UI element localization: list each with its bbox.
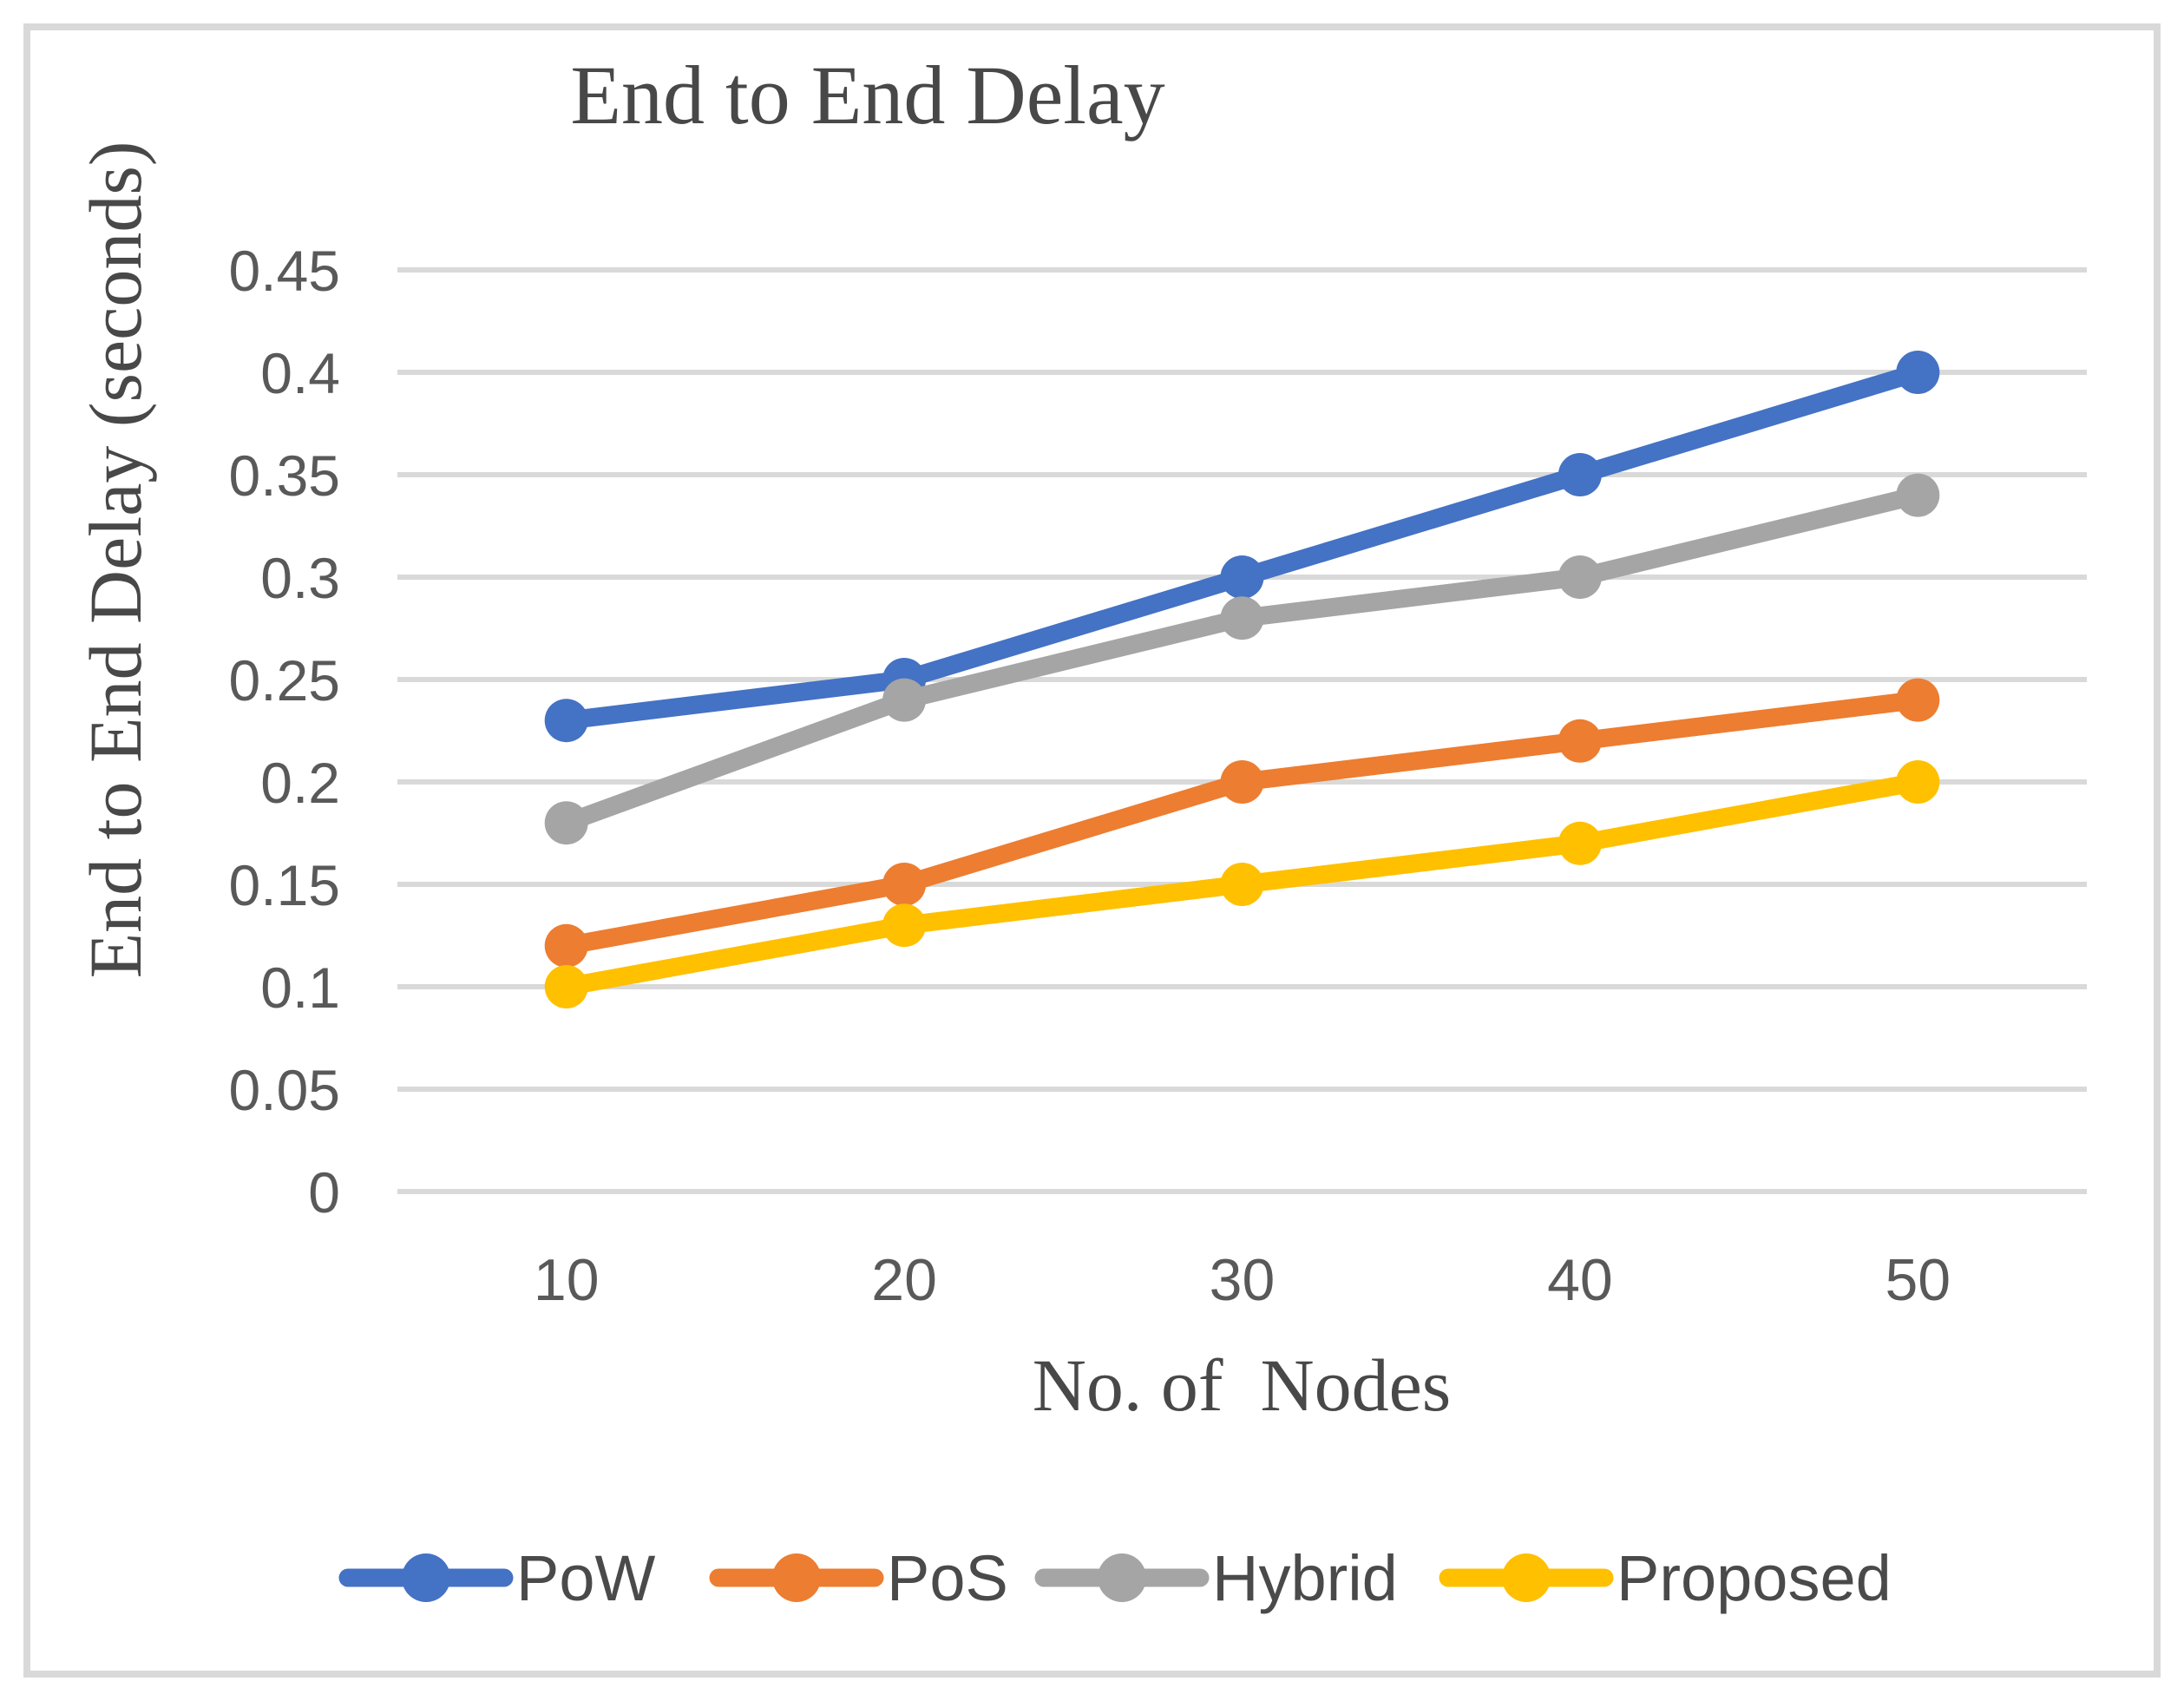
y-tick-label: 0.25 bbox=[229, 648, 340, 713]
legend-item-hybrid: Hybrid bbox=[1034, 1542, 1398, 1614]
legend-label: Hybrid bbox=[1212, 1542, 1398, 1614]
legend-swatch-marker bbox=[772, 1553, 821, 1602]
y-tick-label: 0.4 bbox=[260, 341, 340, 405]
data-point-pos-20 bbox=[882, 863, 927, 906]
data-point-proposed-40 bbox=[1558, 821, 1602, 865]
y-tick-label: 0.05 bbox=[229, 1058, 340, 1122]
data-point-proposed-50 bbox=[1896, 760, 1940, 804]
legend-swatch-marker bbox=[1098, 1553, 1146, 1602]
y-tick-label: 0 bbox=[308, 1160, 340, 1225]
legend-label: PoS bbox=[887, 1542, 1008, 1614]
y-tick-label: 0.3 bbox=[260, 546, 340, 610]
y-tick-label: 0.45 bbox=[229, 239, 340, 303]
data-point-pos-10 bbox=[544, 923, 588, 968]
x-tick-labels: 10 20 30 40 50 bbox=[534, 1247, 1951, 1313]
y-tick-label: 0.1 bbox=[260, 956, 340, 1020]
data-point-pow-40 bbox=[1558, 453, 1602, 496]
data-point-pow-30 bbox=[1220, 555, 1264, 599]
data-point-pos-30 bbox=[1220, 760, 1264, 804]
data-point-hybrid-40 bbox=[1558, 555, 1602, 599]
x-tick-label: 50 bbox=[1885, 1247, 1951, 1313]
x-tick-label: 10 bbox=[534, 1247, 600, 1313]
data-point-hybrid-10 bbox=[544, 801, 588, 845]
data-point-proposed-10 bbox=[544, 965, 588, 1008]
data-point-hybrid-20 bbox=[882, 678, 927, 722]
y-axis-title-group: End to End Delay (seconds) bbox=[74, 141, 157, 979]
legend-label: PoW bbox=[516, 1542, 656, 1614]
chart-frame-border bbox=[23, 23, 2161, 1678]
series-hybrid bbox=[544, 473, 1940, 845]
y-tick-label: 0.15 bbox=[229, 853, 340, 917]
legend-swatch-marker bbox=[1502, 1553, 1551, 1602]
data-point-hybrid-30 bbox=[1220, 596, 1264, 640]
data-point-pos-50 bbox=[1896, 678, 1940, 722]
x-tick-label: 20 bbox=[871, 1247, 937, 1313]
y-tick-label: 0.2 bbox=[260, 751, 340, 815]
legend-label: Proposed bbox=[1617, 1542, 1892, 1614]
legend-item-proposed: Proposed bbox=[1439, 1542, 1892, 1614]
data-point-pos-40 bbox=[1558, 719, 1602, 763]
data-point-pow-50 bbox=[1896, 351, 1940, 394]
data-point-proposed-30 bbox=[1220, 863, 1264, 906]
data-point-proposed-20 bbox=[882, 903, 927, 948]
data-point-pow-10 bbox=[544, 699, 588, 743]
series-proposed bbox=[544, 760, 1940, 1008]
x-tick-label: 30 bbox=[1210, 1247, 1276, 1313]
x-tick-label: 40 bbox=[1547, 1247, 1613, 1313]
y-axis-title: End to End Delay (seconds) bbox=[74, 141, 157, 979]
gridlines bbox=[397, 267, 2087, 1194]
y-tick-labels: 0 0.05 0.1 0.15 0.2 0.25 0.3 0.35 0.4 0.45 bbox=[229, 239, 340, 1225]
legend: PoW PoS Hybrid Proposed bbox=[338, 1542, 1892, 1614]
legend-item-pow: PoW bbox=[338, 1542, 656, 1614]
data-point-hybrid-50 bbox=[1896, 473, 1940, 517]
legend-item-pos: PoS bbox=[709, 1542, 1008, 1614]
chart-title: End to End Delay bbox=[570, 49, 1164, 141]
series-lines bbox=[544, 351, 1940, 1008]
legend-swatch-marker bbox=[402, 1553, 450, 1602]
x-axis-title: No. of Nodes bbox=[1033, 1343, 1452, 1427]
series-pos bbox=[544, 678, 1940, 968]
y-tick-label: 0.35 bbox=[229, 443, 340, 508]
